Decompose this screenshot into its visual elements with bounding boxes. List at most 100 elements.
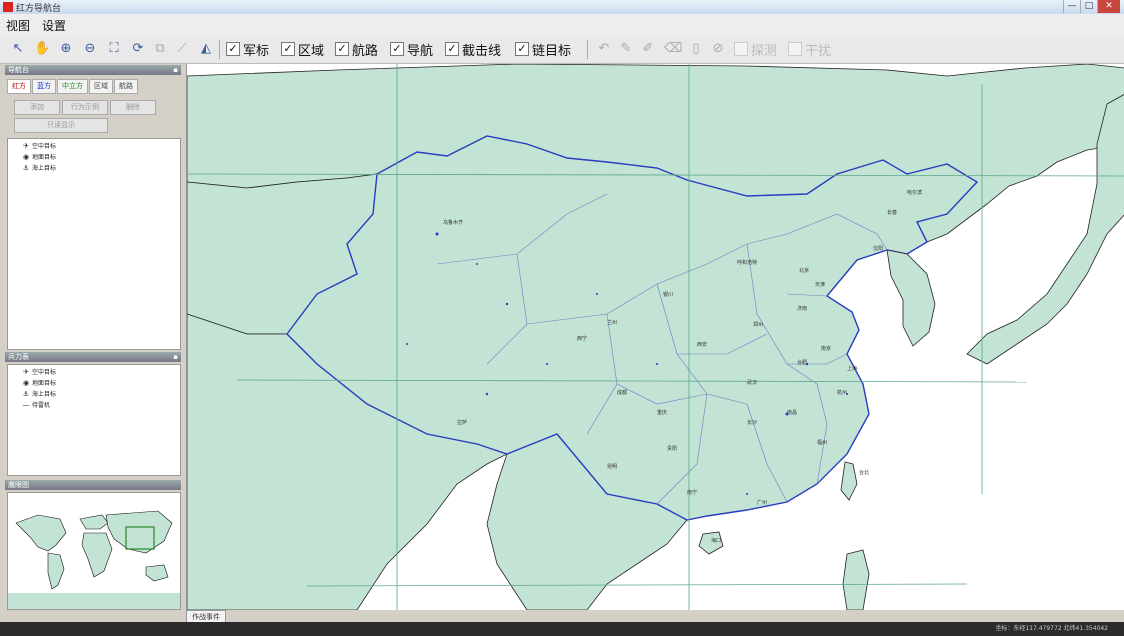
city-label: 福州 bbox=[817, 439, 827, 446]
check-region[interactable]: ✓ 区域 bbox=[281, 40, 324, 59]
full-extent-icon[interactable]: ⛶ bbox=[109, 41, 119, 56]
tab-neutral[interactable]: 中立方 bbox=[57, 79, 88, 94]
hainan-island bbox=[698, 531, 724, 555]
check-military-symbol[interactable]: ✓ 军标 bbox=[226, 40, 269, 59]
city-label: 济南 bbox=[797, 305, 807, 312]
pan-hand-icon[interactable]: ✋ bbox=[34, 41, 51, 56]
overview-viewport-frame bbox=[125, 526, 155, 550]
tab-blue[interactable]: 蓝方 bbox=[32, 79, 56, 94]
city-label: 天津 bbox=[815, 281, 825, 288]
edit-icon[interactable]: ✐ bbox=[642, 41, 654, 56]
city-label: 昆明 bbox=[607, 464, 617, 470]
zoom-out-icon[interactable]: ⊖ bbox=[84, 41, 96, 56]
copy-icon[interactable]: ⧉ bbox=[155, 41, 165, 56]
taiwan-island bbox=[840, 461, 858, 501]
cancel-icon[interactable]: ⊘ bbox=[712, 41, 724, 56]
tree-item-air[interactable]: ✈ 空中目标 bbox=[23, 367, 57, 377]
refresh-icon[interactable]: ⟳ bbox=[132, 41, 144, 56]
city-label: 南昌 bbox=[787, 409, 797, 416]
plane-icon: ✈ bbox=[23, 141, 29, 150]
menu-view[interactable]: 视图 bbox=[6, 18, 31, 33]
city-label: 沈阳 bbox=[873, 245, 883, 252]
city-label: 成都 bbox=[617, 389, 627, 396]
delete-button[interactable]: 删除 bbox=[110, 100, 156, 115]
behavior-example-button[interactable]: 行为示例 bbox=[62, 100, 108, 115]
toolbar-separator bbox=[219, 40, 220, 59]
city-label: 合肥 bbox=[797, 359, 807, 366]
tree-item-sea[interactable]: ⚓ 海上目标 bbox=[22, 163, 57, 173]
pin-icon[interactable]: ▪ bbox=[173, 353, 178, 361]
tree-item-ground[interactable]: ◉ 地面目标 bbox=[22, 378, 57, 388]
select-pointer-icon[interactable]: ↖ bbox=[12, 41, 24, 56]
tab-region[interactable]: 区域 bbox=[89, 79, 113, 94]
check-detect[interactable]: 探测 bbox=[734, 40, 777, 59]
tree-item-ground[interactable]: ◉ 地面目标 bbox=[22, 152, 57, 162]
menu-bar: 视图 设置 bbox=[0, 14, 1124, 36]
checkbox-icon: ✓ bbox=[335, 42, 349, 56]
readonly-display-button[interactable]: 只读显示 bbox=[14, 118, 108, 133]
city-label: 乌鲁木齐 bbox=[443, 219, 463, 226]
nav-target-list[interactable]: ✈ 空中目标 ◉ 地面目标 ⚓ 海上目标 bbox=[7, 138, 181, 350]
city-label: 南京 bbox=[821, 345, 831, 352]
tree-item-air[interactable]: ✈ 空中目标 bbox=[23, 141, 57, 151]
city-label: 哈尔滨 bbox=[907, 189, 922, 196]
close-button[interactable]: ✕ bbox=[1097, 0, 1120, 13]
ship-icon: ⚓ bbox=[22, 389, 30, 398]
draw-icon[interactable]: ✎ bbox=[620, 41, 632, 56]
checkbox-icon: ✓ bbox=[515, 42, 529, 56]
overview-map[interactable] bbox=[7, 492, 181, 610]
city-label: 重庆 bbox=[657, 409, 667, 416]
check-jamming[interactable]: 干扰 bbox=[788, 40, 831, 59]
city-label: 长沙 bbox=[747, 419, 757, 426]
unit-panel-header: 兵力表 ▪ bbox=[5, 352, 181, 362]
pin-icon[interactable]: ▪ bbox=[173, 66, 178, 74]
radar-icon: ◉ bbox=[22, 378, 30, 387]
checkbox-icon bbox=[788, 42, 802, 56]
city-label: 南宁 bbox=[687, 489, 697, 496]
ship-icon: ⚓ bbox=[22, 163, 30, 172]
japan-region bbox=[966, 94, 1124, 365]
check-link-target[interactable]: ✓ 链目标 bbox=[515, 40, 571, 59]
check-intercept-line[interactable]: ✓ 截击线 bbox=[445, 40, 501, 59]
coordinate-readout: 坐标：东经117.479772 北纬41.354042 bbox=[995, 625, 1108, 632]
document-icon[interactable]: ▯ bbox=[692, 41, 700, 56]
map-view[interactable]: 乌鲁木齐 哈尔滨 长春 沈阳 北京 天津 呼和浩特 银川 兰州 西宁 西安 郑州… bbox=[186, 64, 1124, 610]
map-canvas: 乌鲁木齐 哈尔滨 长春 沈阳 北京 天津 呼和浩特 银川 兰州 西宁 西安 郑州… bbox=[187, 64, 1124, 610]
city-labels: 乌鲁木齐 哈尔滨 长春 沈阳 北京 天津 呼和浩特 银川 兰州 西宁 西安 郑州… bbox=[443, 189, 922, 544]
measure-icon[interactable]: ⟋ bbox=[177, 41, 187, 56]
city-label: 北京 bbox=[799, 267, 809, 274]
checkbox-icon: ✓ bbox=[445, 42, 459, 56]
title-bar: 红方导航台 — □ ✕ bbox=[0, 0, 1124, 14]
check-route[interactable]: ✓ 航路 bbox=[335, 40, 378, 59]
nav-tabs: 红方 蓝方 中立方 区域 航路 bbox=[7, 79, 139, 94]
city-label: 郑州 bbox=[753, 321, 763, 328]
check-navigation[interactable]: ✓ 导航 bbox=[390, 40, 433, 59]
status-bar: 坐标：东经117.479772 北纬41.354042 bbox=[0, 622, 1124, 636]
maximize-button[interactable]: □ bbox=[1080, 0, 1097, 13]
city-label: 海口 bbox=[711, 537, 721, 544]
city-label: 银川 bbox=[663, 291, 673, 298]
undo-icon[interactable]: ↶ bbox=[598, 41, 610, 56]
toolbar-separator bbox=[587, 40, 588, 59]
unit-list[interactable]: ✈ 空中目标 ◉ 地面目标 ⚓ 海上目标 — 待雷机 bbox=[7, 364, 181, 476]
eraser-icon[interactable]: ⌫ bbox=[664, 41, 683, 56]
city-label: 台北 bbox=[859, 469, 869, 476]
overview-panel-header: 鹰眼图 bbox=[5, 480, 181, 490]
layer-icon[interactable]: ◭ bbox=[201, 41, 211, 56]
city-label: 呼和浩特 bbox=[737, 259, 757, 266]
world-overview bbox=[8, 493, 180, 609]
tab-red[interactable]: 红方 bbox=[7, 79, 31, 94]
city-label: 上海 bbox=[847, 365, 857, 372]
zoom-in-icon[interactable]: ⊕ bbox=[60, 41, 72, 56]
tree-item-standby[interactable]: — 待雷机 bbox=[22, 400, 51, 410]
city-label: 兰州 bbox=[607, 319, 617, 326]
minimize-button[interactable]: — bbox=[1063, 0, 1080, 13]
checkbox-icon: ✓ bbox=[226, 42, 240, 56]
add-button[interactable]: 添加 bbox=[14, 100, 60, 115]
menu-settings[interactable]: 设置 bbox=[42, 18, 67, 33]
tree-item-sea[interactable]: ⚓ 海上目标 bbox=[22, 389, 57, 399]
checkbox-icon bbox=[734, 42, 748, 56]
tab-route[interactable]: 航路 bbox=[114, 79, 138, 94]
lakes bbox=[406, 232, 848, 495]
grid-lines bbox=[187, 64, 1124, 610]
